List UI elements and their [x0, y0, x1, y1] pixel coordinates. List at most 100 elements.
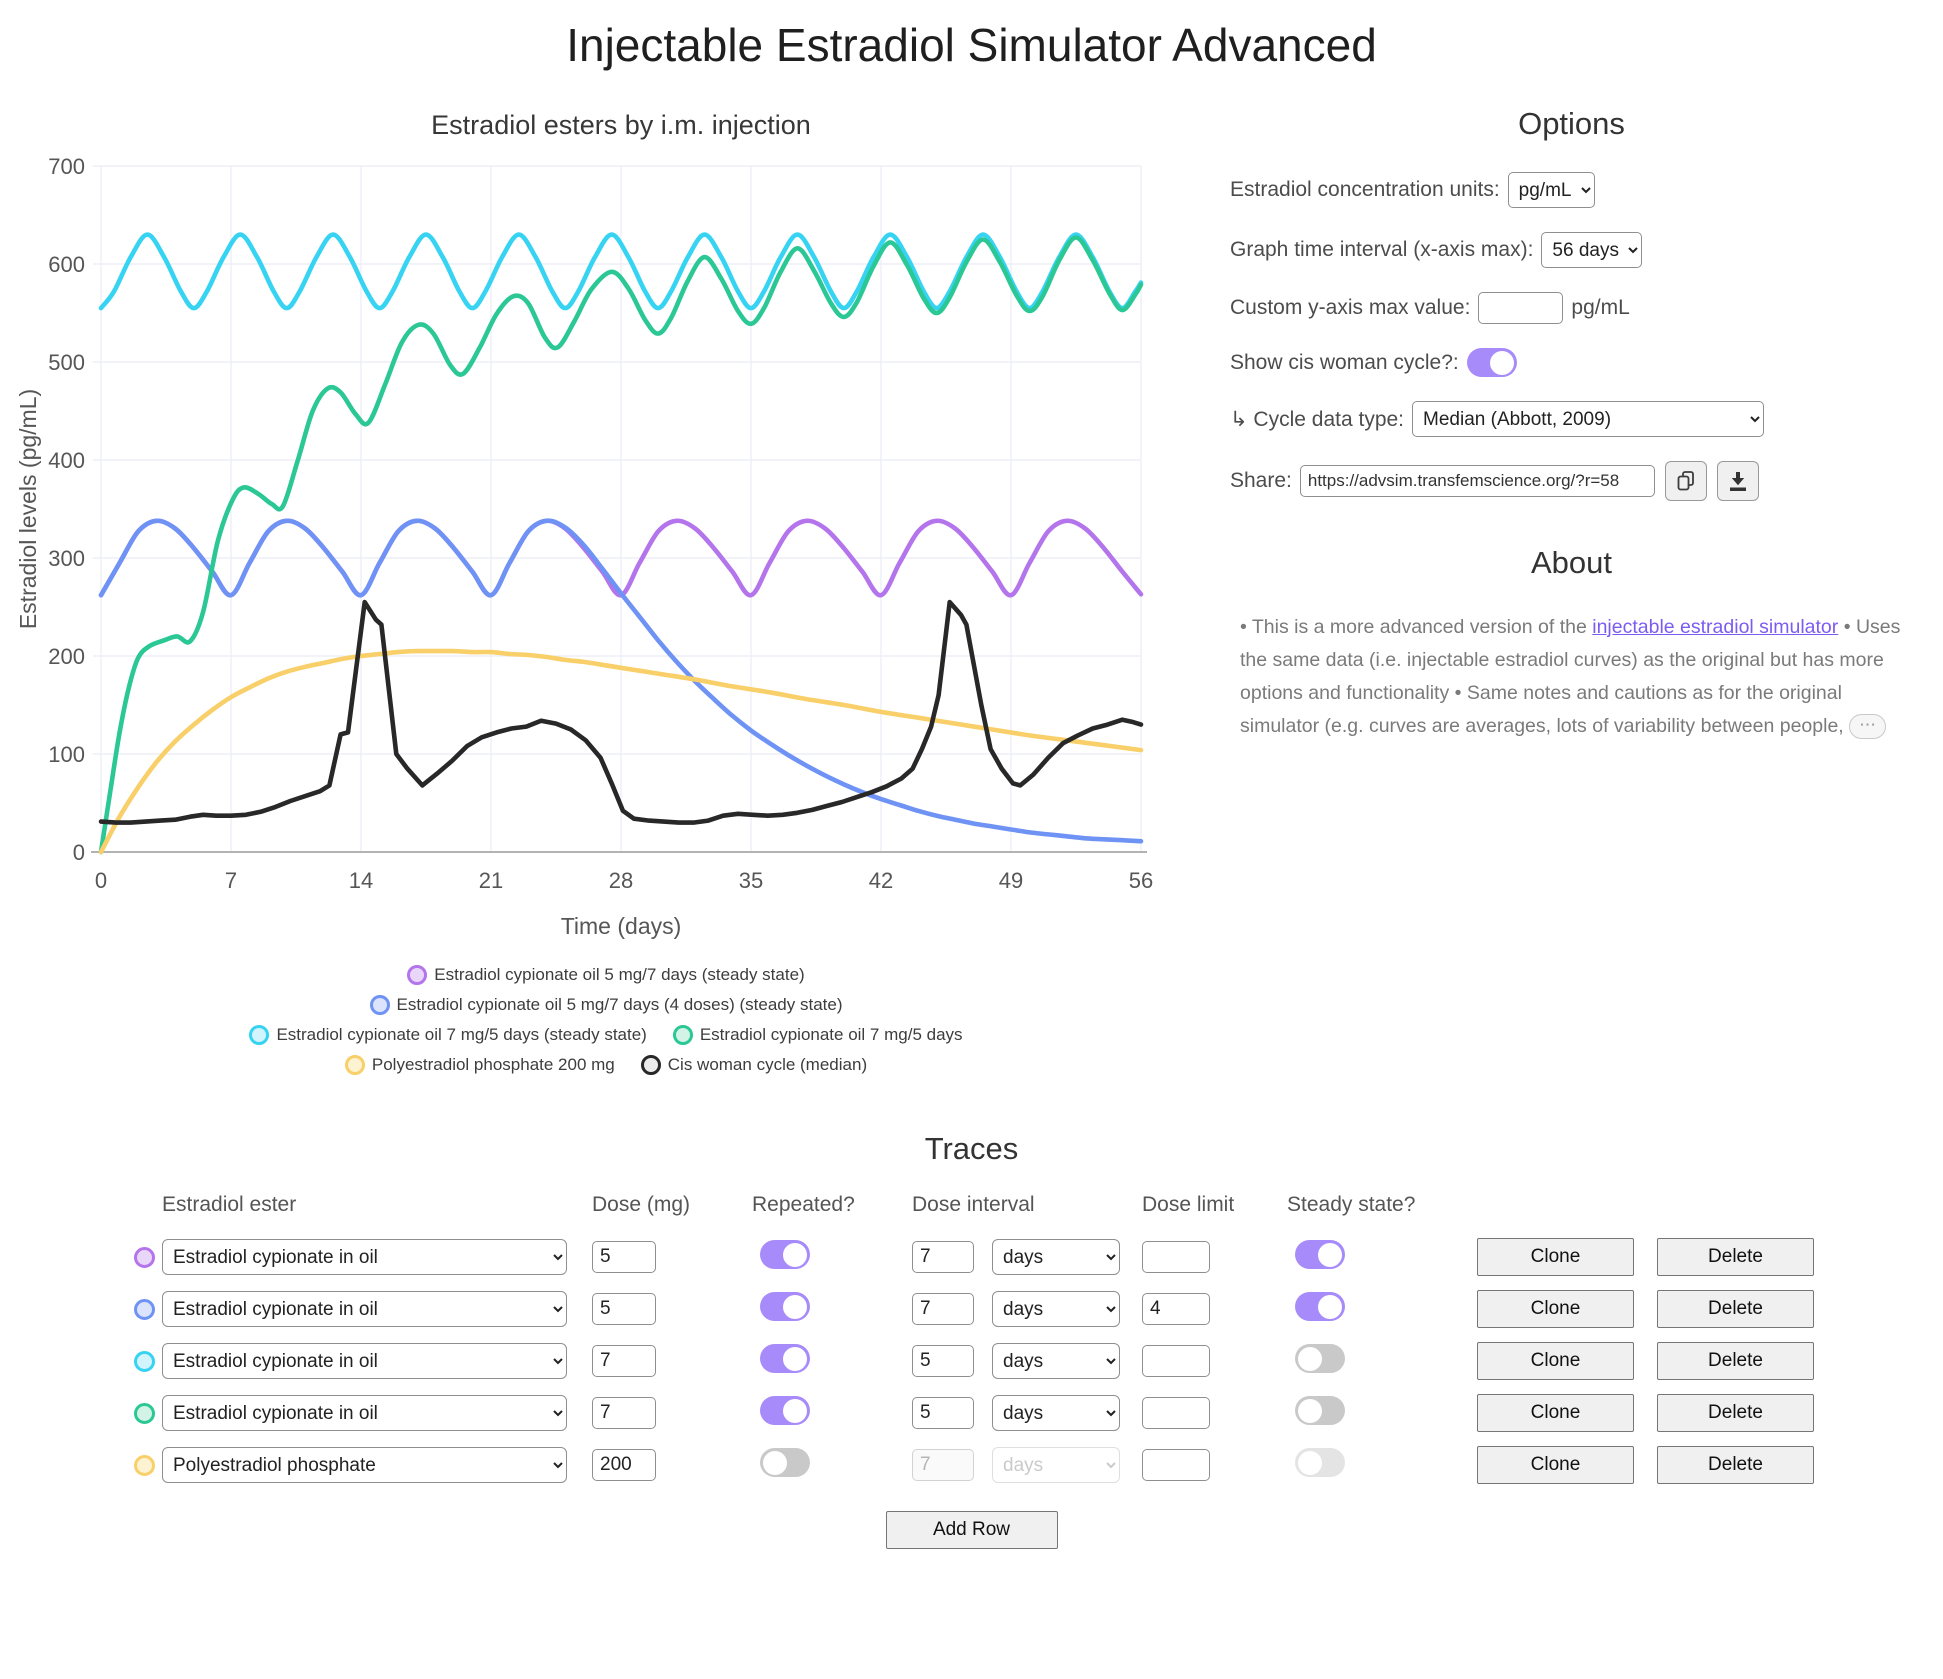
dose-limit-input[interactable]	[1142, 1449, 1210, 1481]
dose-limit-input[interactable]	[1142, 1397, 1210, 1429]
delete-button[interactable]: Delete	[1657, 1290, 1814, 1328]
header-repeated: Repeated?	[752, 1193, 855, 1216]
clone-button[interactable]: Clone	[1477, 1238, 1634, 1276]
x-axis-title: Time (days)	[561, 913, 682, 939]
ester-select[interactable]: Estradiol cypionate in oil	[162, 1239, 567, 1275]
options-panel: Options Estradiol concentration units: p…	[1206, 78, 1943, 743]
ester-select[interactable]: Estradiol cypionate in oil	[162, 1343, 567, 1379]
clone-button[interactable]: Clone	[1477, 1290, 1634, 1328]
clone-button[interactable]: Clone	[1477, 1446, 1634, 1484]
repeated-toggle[interactable]	[760, 1448, 810, 1477]
series-line-1	[98, 518, 1144, 844]
options-heading: Options	[1518, 106, 1625, 141]
dose-limit-input[interactable]	[1142, 1293, 1210, 1325]
dose-input[interactable]	[592, 1449, 656, 1481]
clone-button[interactable]: Clone	[1477, 1394, 1634, 1432]
ymax-input[interactable]	[1478, 292, 1564, 324]
clone-button[interactable]: Clone	[1477, 1342, 1634, 1380]
dose-limit-input[interactable]	[1142, 1241, 1210, 1273]
steady-state-toggle[interactable]	[1295, 1240, 1345, 1269]
legend-item-4[interactable]: Polyestradiol phosphate 200 mg	[344, 1055, 615, 1075]
trace-color-dot	[133, 1246, 155, 1268]
steady-state-toggle[interactable]	[1295, 1396, 1345, 1425]
dose-interval-unit-select[interactable]: days	[992, 1343, 1120, 1379]
time-interval-label: Graph time interval (x-axis max):	[1230, 238, 1534, 261]
dose-interval-unit-select[interactable]: days	[992, 1291, 1120, 1327]
ester-select[interactable]: Estradiol cypionate in oil	[162, 1395, 567, 1431]
dose-interval-input[interactable]	[912, 1345, 974, 1377]
legend-label: Estradiol cypionate oil 7 mg/5 days	[699, 1025, 963, 1044]
legend-item-5[interactable]: Cis woman cycle (median)	[640, 1055, 868, 1075]
share-label: Share:	[1230, 469, 1292, 492]
legend-label: Estradiol cypionate oil 5 mg/7 days (ste…	[434, 965, 805, 984]
legend-item-2[interactable]: Estradiol cypionate oil 7 mg/5 days (ste…	[249, 1025, 647, 1045]
dose-interval-unit-select[interactable]: days	[992, 1239, 1120, 1275]
traces-section: Traces Estradiol ester Dose (mg) Repeate…	[0, 1131, 1943, 1549]
repeated-toggle[interactable]	[760, 1292, 810, 1321]
legend-marker-icon	[369, 995, 390, 1015]
series-line-3	[98, 235, 1144, 855]
legend-label: Cis woman cycle (median)	[667, 1055, 868, 1074]
legend-item-3[interactable]: Estradiol cypionate oil 7 mg/5 days	[672, 1025, 963, 1045]
time-interval-select[interactable]: 56 days	[1541, 232, 1643, 268]
share-url-input[interactable]	[1299, 465, 1655, 497]
legend-label: Estradiol cypionate oil 7 mg/5 days (ste…	[276, 1025, 647, 1044]
units-label: Estradiol concentration units:	[1230, 178, 1500, 201]
cycle-type-row: ↳ Cycle data type: Median (Abbott, 2009)	[1230, 401, 1913, 437]
dose-input[interactable]	[592, 1345, 656, 1377]
dose-limit-input[interactable]	[1142, 1345, 1210, 1377]
delete-button[interactable]: Delete	[1657, 1446, 1814, 1484]
dose-interval-unit-select[interactable]: days	[992, 1395, 1120, 1431]
delete-button[interactable]: Delete	[1657, 1394, 1814, 1432]
main-area: 0 100 200 300 400 500 600 700 0 7 14 21 28 35 42 49 56 Es…	[0, 78, 1943, 1075]
copy-share-button[interactable]	[1664, 461, 1707, 501]
x-tick-label: 49	[999, 868, 1023, 893]
steady-state-toggle[interactable]	[1295, 1292, 1345, 1321]
steady-state-toggle	[1295, 1448, 1345, 1477]
dose-interval-input[interactable]	[912, 1241, 974, 1273]
dose-input[interactable]	[592, 1241, 656, 1273]
trace-color-dot	[133, 1402, 155, 1424]
x-tick-label: 56	[1129, 868, 1153, 893]
cycle-type-select[interactable]: Median (Abbott, 2009)	[1412, 401, 1765, 437]
header-steady-state: Steady state?	[1287, 1193, 1416, 1216]
legend-marker-icon	[249, 1025, 270, 1045]
delete-button[interactable]: Delete	[1657, 1238, 1814, 1276]
dose-interval-input	[912, 1449, 974, 1481]
y-axis-title: Estradiol levels (pg/mL)	[15, 389, 41, 629]
legend-label: Polyestradiol phosphate 200 mg	[371, 1055, 615, 1074]
dose-input[interactable]	[592, 1293, 656, 1325]
repeated-toggle[interactable]	[760, 1344, 810, 1373]
about-text: • This is a more advanced version of the…	[1240, 611, 1907, 743]
cis-cycle-toggle[interactable]	[1466, 348, 1517, 377]
traces-rows: Estradiol cypionate in oil days Clone Delet…	[0, 1231, 1943, 1491]
legend-marker-icon	[640, 1055, 661, 1075]
repeated-toggle[interactable]	[760, 1240, 810, 1269]
ester-select[interactable]: Estradiol cypionate in oil	[162, 1291, 567, 1327]
copy-icon	[1677, 471, 1694, 491]
legend-label: Estradiol cypionate oil 5 mg/7 days (4 d…	[396, 995, 843, 1014]
download-share-button[interactable]	[1716, 461, 1759, 501]
ester-select[interactable]: Polyestradiol phosphate	[162, 1447, 567, 1483]
dose-interval-input[interactable]	[912, 1397, 974, 1429]
dose-interval-input[interactable]	[912, 1293, 974, 1325]
legend-item-1[interactable]: Estradiol cypionate oil 5 mg/7 days (4 d…	[369, 995, 843, 1015]
add-row-button[interactable]: Add Row	[885, 1511, 1058, 1549]
y-tick-label: 400	[48, 448, 85, 473]
steady-state-toggle[interactable]	[1295, 1344, 1345, 1373]
y-tick-label: 100	[48, 742, 85, 767]
simulator-link[interactable]: injectable estradiol simulator	[1592, 616, 1839, 638]
chart-legend: Estradiol cypionate oil 5 mg/7 days (ste…	[201, 965, 1011, 1075]
series-line-2	[98, 232, 1144, 311]
estradiol-chart: 0 100 200 300 400 500 600 700 0 7 14 21 28 35 42 49 56 Es…	[15, 110, 1153, 939]
header-dose: Dose (mg)	[592, 1193, 691, 1216]
expand-about-button[interactable]: ⋯	[1849, 714, 1887, 740]
delete-button[interactable]: Delete	[1657, 1342, 1814, 1380]
repeated-toggle[interactable]	[760, 1396, 810, 1425]
trace-row-3: Estradiol cypionate in oil days Clone Delet…	[126, 1387, 1817, 1439]
legend-item-0[interactable]: Estradiol cypionate oil 5 mg/7 days (ste…	[407, 965, 805, 985]
header-dose-limit: Dose limit	[1142, 1193, 1235, 1216]
dose-input[interactable]	[592, 1397, 656, 1429]
ymax-unit-suffix: pg/mL	[1571, 296, 1630, 319]
units-select[interactable]: pg/mL	[1507, 172, 1595, 208]
